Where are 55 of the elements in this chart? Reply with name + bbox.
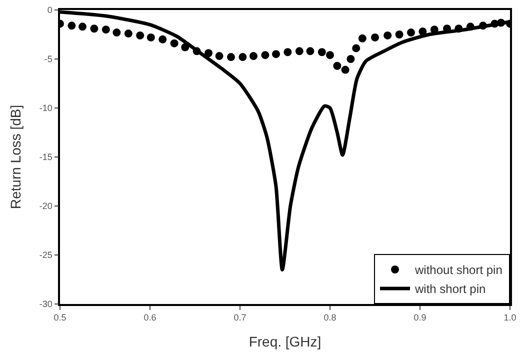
point	[136, 31, 144, 40]
point	[346, 55, 355, 63]
point	[204, 49, 212, 58]
legend-label: without short pin	[414, 263, 502, 278]
x-tick-label: 0.7	[234, 312, 246, 323]
point	[238, 53, 247, 62]
y-tick-label: -30	[39, 299, 52, 310]
point	[479, 22, 487, 30]
y-tick-label: -15	[39, 152, 52, 162]
x-tick-label: 0.6	[144, 312, 156, 323]
point	[395, 30, 404, 38]
point	[272, 50, 280, 58]
x-tick-label: 0.9	[414, 312, 426, 323]
x-tick-label: 0.5	[54, 312, 66, 323]
y-tick-label: -25	[39, 250, 52, 260]
y-tick-label: -5	[44, 54, 52, 64]
y-tick-label: -20	[39, 201, 52, 212]
point	[192, 47, 201, 56]
point	[295, 47, 304, 56]
point	[78, 22, 86, 31]
point	[158, 35, 167, 44]
x-tick-label: 1.0	[504, 312, 516, 323]
point	[466, 22, 474, 31]
point	[284, 48, 292, 56]
point	[384, 31, 392, 40]
point	[306, 47, 314, 56]
x-axis-title: Freq. [GHz]	[248, 333, 322, 350]
point	[418, 28, 427, 36]
point	[333, 62, 342, 70]
point	[261, 51, 270, 60]
point	[407, 28, 415, 37]
point	[358, 34, 366, 42]
point	[318, 48, 326, 56]
legend-label: with short pin	[414, 282, 486, 296]
y-tick-label: 0	[47, 5, 52, 16]
point	[227, 53, 235, 62]
point	[102, 26, 110, 34]
point	[250, 52, 258, 60]
x-tick-label: 0.8	[324, 312, 336, 323]
point	[68, 22, 76, 30]
point	[215, 52, 224, 60]
point	[341, 66, 350, 74]
point	[112, 28, 121, 37]
point	[371, 33, 379, 42]
point	[326, 51, 334, 60]
point	[181, 43, 190, 52]
y-axis-title: Return Loss [dB]	[8, 104, 24, 210]
y-tick-label: -10	[39, 103, 52, 114]
point	[170, 39, 178, 48]
point	[124, 30, 132, 38]
point	[497, 18, 505, 27]
point	[352, 44, 360, 52]
point	[90, 24, 98, 33]
point	[146, 33, 155, 42]
point	[454, 24, 463, 33]
